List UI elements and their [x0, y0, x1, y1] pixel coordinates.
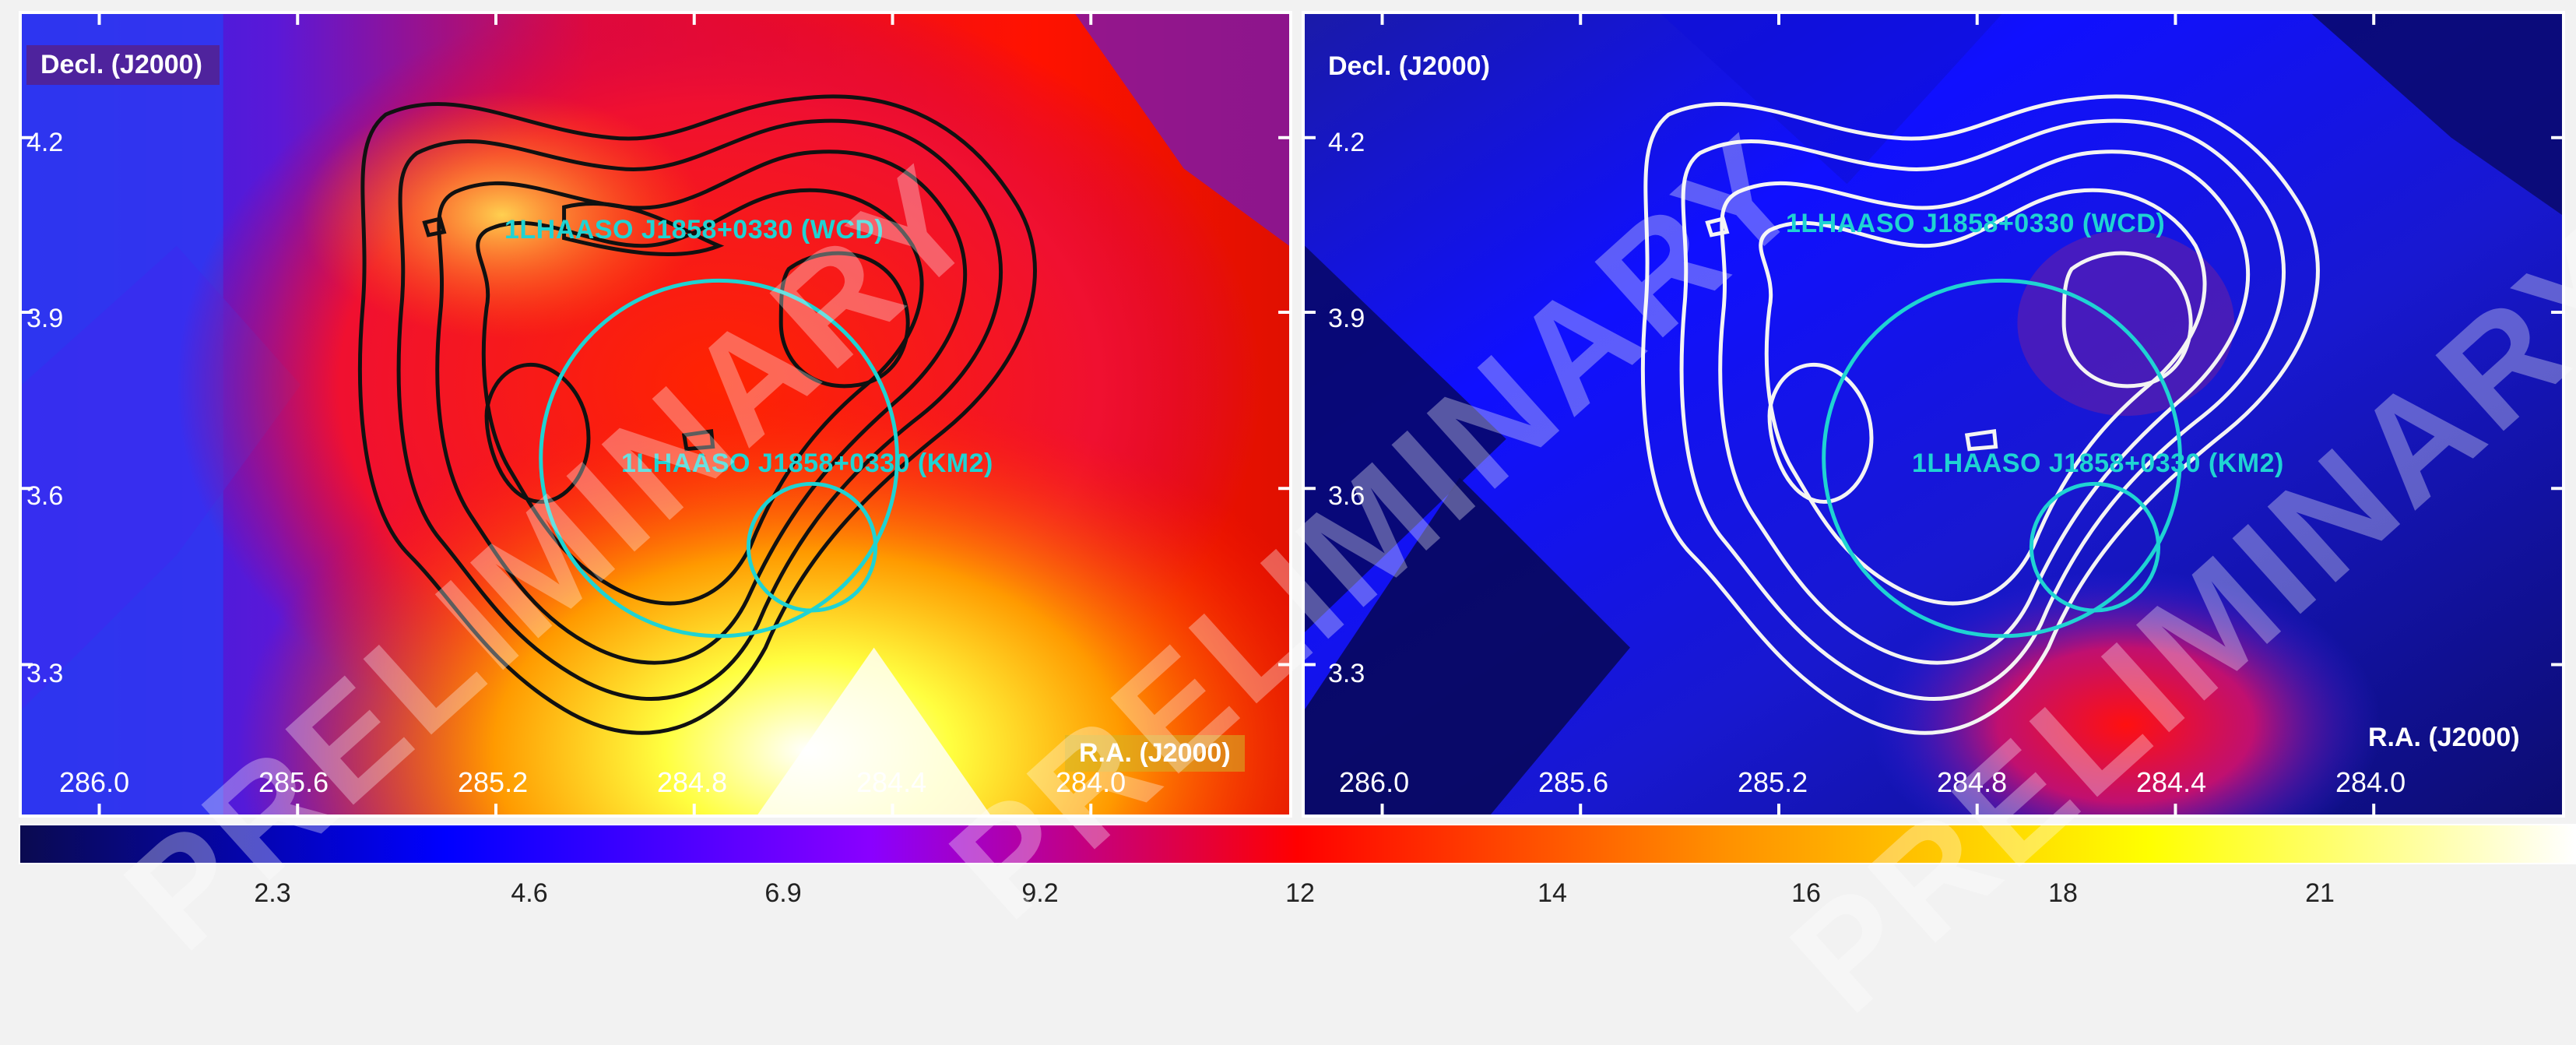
right-xtick-4: 284.8: [1937, 766, 2008, 798]
left-ytick-3: 3.6: [26, 481, 64, 511]
left-xtick-5: 284.4: [856, 766, 927, 798]
right-ytick-2: 3.9: [1328, 304, 1365, 333]
left-ytick-2: 3.9: [26, 304, 64, 333]
right-ytick-4: 3.3: [1328, 659, 1365, 688]
colorbar-label-3: 6.9: [764, 878, 802, 908]
right-xtick-6: 284.0: [2335, 766, 2406, 798]
right-km2-label: 1LHAASO J1858+0330 (KM2): [1912, 449, 2284, 478]
right-xtick-2: 285.6: [1538, 766, 1609, 798]
left-ylabel: Decl. (J2000): [26, 45, 220, 85]
right-xlabel: R.A. (J2000): [2368, 723, 2520, 752]
right-xtick-1: 286.0: [1339, 766, 1410, 798]
right-wcd-label: 1LHAASO J1858+0330 (WCD): [1786, 209, 2166, 238]
colorbar-label-9: 21: [2305, 878, 2335, 908]
colorbar-label-1: 2.3: [254, 878, 291, 908]
right-ytick-3: 3.6: [1328, 481, 1365, 511]
left-sky-map: Decl. (J2000) R.A. (J2000) 4.2 3.9 3.6 3…: [19, 11, 1292, 818]
colorbar-label-4: 9.2: [1021, 878, 1059, 908]
km2-source-circle: [746, 481, 878, 613]
right-tick-marks: [1305, 14, 2562, 815]
right-contours: [1640, 94, 2320, 735]
left-km2-label: 1LHAASO J1858+0330 (KM2): [621, 449, 993, 478]
right-ytick-1: 4.2: [1328, 128, 1365, 157]
right-sky-map: Decl. (J2000) R.A. (J2000) 4.2 3.9 3.6 3…: [1302, 11, 2565, 818]
left-map-image: [22, 14, 1289, 815]
right-source-circles: [1822, 278, 2182, 639]
left-ytick-4: 3.3: [26, 659, 64, 688]
right-ylabel: Decl. (J2000): [1328, 51, 1490, 81]
left-wcd-label: 1LHAASO J1858+0330 (WCD): [504, 215, 884, 245]
wcd-source-circle: [539, 278, 899, 639]
left-ytick-1: 4.2: [26, 128, 64, 157]
colorbar-gradient: [19, 824, 2576, 864]
wcd-source-circle: [1822, 278, 2182, 639]
colorbar-label-5: 12: [1285, 878, 1315, 908]
colorbar-label-8: 18: [2048, 878, 2078, 908]
km2-source-circle: [2029, 481, 2161, 613]
left-xtick-3: 285.2: [458, 766, 529, 798]
colorbar-label-6: 14: [1538, 878, 1567, 908]
left-tick-marks: [22, 14, 1289, 815]
right-xtick-3: 285.2: [1738, 766, 1808, 798]
colorbar-label-2: 4.6: [511, 878, 548, 908]
left-xtick-6: 284.0: [1056, 766, 1126, 798]
left-xtick-1: 286.0: [59, 766, 130, 798]
right-map-image: [1305, 14, 2562, 815]
left-xtick-2: 285.6: [258, 766, 329, 798]
left-contours: [358, 94, 1037, 735]
right-xtick-5: 284.4: [2136, 766, 2207, 798]
left-xlabel: R.A. (J2000): [1065, 735, 1245, 772]
colorbar-label-7: 16: [1791, 878, 1821, 908]
left-xtick-4: 284.8: [657, 766, 728, 798]
left-source-circles: [539, 278, 899, 639]
colorbar: [19, 824, 2576, 864]
